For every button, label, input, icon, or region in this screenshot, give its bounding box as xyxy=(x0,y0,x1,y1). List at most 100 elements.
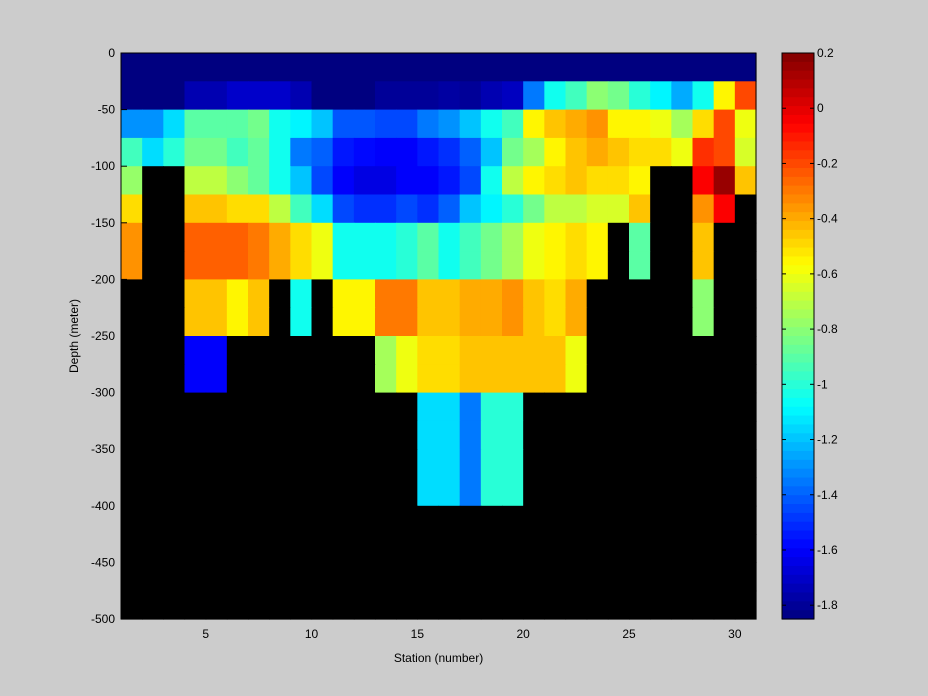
heatmap-cell xyxy=(459,137,482,167)
heatmap-cell xyxy=(607,534,630,563)
heatmap-cell xyxy=(544,420,567,450)
colorbar-tick-label: -0.2 xyxy=(817,156,838,170)
heatmap-cell xyxy=(565,392,588,422)
heatmap-cell xyxy=(226,534,249,563)
heatmap-cell xyxy=(353,307,376,337)
heatmap-cell xyxy=(544,562,567,592)
colorbar-band xyxy=(782,70,814,81)
heatmap-cell xyxy=(671,109,694,139)
colorbar-band xyxy=(782,397,814,408)
colorbar-band xyxy=(782,212,814,222)
heatmap-cell xyxy=(671,392,694,422)
heatmap-cell xyxy=(226,166,249,196)
heatmap-cell xyxy=(607,307,630,337)
heatmap-cell xyxy=(502,307,524,337)
heatmap-cell xyxy=(121,166,143,196)
heatmap-cell xyxy=(205,307,228,337)
heatmap-cell xyxy=(607,420,630,450)
y-tick-label: -400 xyxy=(91,499,115,513)
heatmap-cell xyxy=(586,590,609,620)
heatmap-cell xyxy=(269,477,291,507)
heatmap-cell xyxy=(586,251,609,280)
heatmap-cell xyxy=(184,477,207,507)
heatmap-cell xyxy=(205,364,228,394)
heatmap-cell xyxy=(375,194,397,224)
heatmap-cell xyxy=(311,590,334,620)
heatmap-cell xyxy=(629,336,651,365)
heatmap-cell xyxy=(713,590,736,620)
heatmap-cell xyxy=(396,392,418,422)
heatmap-cell xyxy=(502,590,524,620)
heatmap-cell xyxy=(671,222,694,252)
heatmap-cell xyxy=(438,420,461,450)
heatmap-cell xyxy=(332,53,355,82)
heatmap-cell xyxy=(332,562,355,592)
colorbar-band xyxy=(782,424,814,434)
heatmap-cell xyxy=(396,137,418,167)
heatmap-cell xyxy=(248,166,270,196)
heatmap-cell xyxy=(565,81,588,111)
heatmap-cell xyxy=(353,194,376,224)
heatmap-cell xyxy=(121,534,143,563)
heatmap-cell xyxy=(438,279,461,309)
heatmap-cell xyxy=(269,449,291,479)
heatmap-cell xyxy=(353,505,376,535)
heatmap-cell xyxy=(650,307,672,337)
heatmap-cell xyxy=(671,53,694,82)
heatmap-cell xyxy=(692,534,715,563)
heatmap-cell xyxy=(734,307,757,337)
heatmap-cell xyxy=(480,364,503,394)
heatmap-cell xyxy=(544,109,567,139)
colorbar-band xyxy=(782,176,814,187)
heatmap-cell xyxy=(438,590,461,620)
heatmap-cell xyxy=(163,364,186,394)
heatmap-cell xyxy=(734,109,757,139)
heatmap-cell xyxy=(184,109,207,139)
heatmap-cell xyxy=(163,279,186,309)
heatmap-cell xyxy=(290,137,313,167)
heatmap-cell xyxy=(184,392,207,422)
colorbar-band xyxy=(782,203,814,213)
heatmap-cell xyxy=(248,137,270,167)
colorbar-band xyxy=(782,300,814,311)
heatmap-cell xyxy=(248,222,270,252)
heatmap-cell xyxy=(734,166,757,196)
heatmap-cell xyxy=(205,392,228,422)
heatmap-cell xyxy=(734,336,757,365)
heatmap-cell xyxy=(226,590,249,620)
heatmap-cell xyxy=(417,307,440,337)
heatmap-cell xyxy=(629,534,651,563)
heatmap-cell xyxy=(734,364,757,394)
heatmap-cell xyxy=(396,166,418,196)
heatmap-cell xyxy=(269,562,291,592)
heatmap-cell xyxy=(226,562,249,592)
heatmap-cell xyxy=(290,420,313,450)
colorbar-tick-label: -1.8 xyxy=(817,598,838,612)
heatmap-cell xyxy=(184,222,207,252)
heatmap-cell xyxy=(332,392,355,422)
heatmap-cell xyxy=(565,251,588,280)
heatmap-cell xyxy=(269,420,291,450)
heatmap-cell xyxy=(311,251,334,280)
heatmap-cell xyxy=(650,336,672,365)
heatmap-cell xyxy=(248,194,270,224)
heatmap-cell xyxy=(565,109,588,139)
heatmap-cell xyxy=(121,392,143,422)
heatmap-cell xyxy=(565,166,588,196)
heatmap-cell xyxy=(163,392,186,422)
heatmap-cell xyxy=(121,477,143,507)
heatmap-cell xyxy=(586,222,609,252)
heatmap-cell xyxy=(226,279,249,309)
heatmap-cell xyxy=(248,562,270,592)
heatmap-cell xyxy=(353,81,376,111)
heatmap-cell xyxy=(459,166,482,196)
heatmap-cell xyxy=(713,251,736,280)
colorbar-band xyxy=(782,79,814,89)
heatmap-cell xyxy=(459,392,482,422)
heatmap-cell xyxy=(650,392,672,422)
heatmap-cell xyxy=(142,307,164,337)
heatmap-cell xyxy=(290,562,313,592)
heatmap-cell xyxy=(502,392,524,422)
colorbar-band xyxy=(782,256,814,266)
heatmap-cell xyxy=(396,307,418,337)
